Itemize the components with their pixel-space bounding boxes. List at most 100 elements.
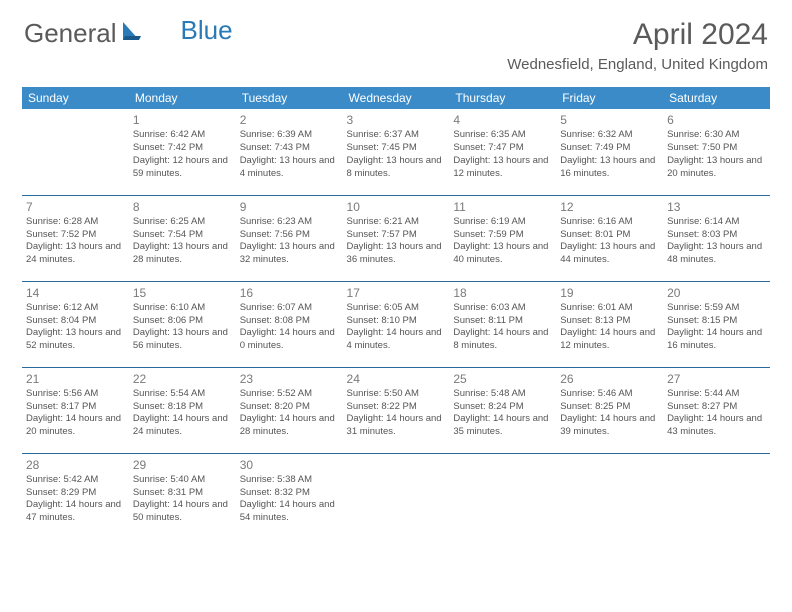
calendar-week-row: 1Sunrise: 6:42 AMSunset: 7:42 PMDaylight… — [22, 109, 770, 195]
calendar-day-cell: 9Sunrise: 6:23 AMSunset: 7:56 PMDaylight… — [236, 195, 343, 281]
sunset-text: Sunset: 8:06 PM — [133, 315, 232, 328]
sunset-text: Sunset: 7:45 PM — [347, 142, 446, 155]
calendar-day-cell: 4Sunrise: 6:35 AMSunset: 7:47 PMDaylight… — [449, 109, 556, 195]
sunrise-text: Sunrise: 6:10 AM — [133, 302, 232, 315]
sunset-text: Sunset: 8:24 PM — [453, 401, 552, 414]
calendar-day-cell: 22Sunrise: 5:54 AMSunset: 8:18 PMDayligh… — [129, 367, 236, 453]
daylight-text: Daylight: 14 hours and 12 minutes. — [560, 327, 659, 353]
daylight-text: Daylight: 14 hours and 35 minutes. — [453, 413, 552, 439]
daylight-text: Daylight: 13 hours and 16 minutes. — [560, 155, 659, 181]
day-number: 8 — [133, 199, 232, 215]
day-number: 17 — [347, 285, 446, 301]
daylight-text: Daylight: 13 hours and 4 minutes. — [240, 155, 339, 181]
daylight-text: Daylight: 13 hours and 32 minutes. — [240, 241, 339, 267]
daylight-text: Daylight: 14 hours and 43 minutes. — [667, 413, 766, 439]
sunrise-text: Sunrise: 5:40 AM — [133, 474, 232, 487]
sunrise-text: Sunrise: 6:14 AM — [667, 216, 766, 229]
day-number: 20 — [667, 285, 766, 301]
calendar-day-cell: 17Sunrise: 6:05 AMSunset: 8:10 PMDayligh… — [343, 281, 450, 367]
daylight-text: Daylight: 13 hours and 40 minutes. — [453, 241, 552, 267]
day-number: 13 — [667, 199, 766, 215]
day-number: 21 — [26, 371, 125, 387]
calendar-day-cell: 25Sunrise: 5:48 AMSunset: 8:24 PMDayligh… — [449, 367, 556, 453]
weekday-header: Monday — [129, 87, 236, 109]
sunset-text: Sunset: 8:32 PM — [240, 487, 339, 500]
day-number: 14 — [26, 285, 125, 301]
calendar-day-cell: 18Sunrise: 6:03 AMSunset: 8:11 PMDayligh… — [449, 281, 556, 367]
sunset-text: Sunset: 8:25 PM — [560, 401, 659, 414]
daylight-text: Daylight: 13 hours and 36 minutes. — [347, 241, 446, 267]
day-number: 19 — [560, 285, 659, 301]
calendar-empty-cell — [343, 453, 450, 539]
month-title: April 2024 — [507, 18, 768, 52]
sunset-text: Sunset: 7:49 PM — [560, 142, 659, 155]
daylight-text: Daylight: 14 hours and 20 minutes. — [26, 413, 125, 439]
calendar-day-cell: 16Sunrise: 6:07 AMSunset: 8:08 PMDayligh… — [236, 281, 343, 367]
sunset-text: Sunset: 7:42 PM — [133, 142, 232, 155]
day-number: 6 — [667, 112, 766, 128]
sunset-text: Sunset: 8:31 PM — [133, 487, 232, 500]
sunrise-text: Sunrise: 5:52 AM — [240, 388, 339, 401]
daylight-text: Daylight: 13 hours and 52 minutes. — [26, 327, 125, 353]
calendar-day-cell: 26Sunrise: 5:46 AMSunset: 8:25 PMDayligh… — [556, 367, 663, 453]
weekday-header: Wednesday — [343, 87, 450, 109]
day-number: 27 — [667, 371, 766, 387]
calendar-week-row: 21Sunrise: 5:56 AMSunset: 8:17 PMDayligh… — [22, 367, 770, 453]
sunset-text: Sunset: 8:11 PM — [453, 315, 552, 328]
weekday-header: Tuesday — [236, 87, 343, 109]
title-block: April 2024 Wednesfield, England, United … — [507, 18, 768, 73]
sunrise-text: Sunrise: 6:16 AM — [560, 216, 659, 229]
calendar-day-cell: 12Sunrise: 6:16 AMSunset: 8:01 PMDayligh… — [556, 195, 663, 281]
sunrise-text: Sunrise: 5:48 AM — [453, 388, 552, 401]
day-number: 28 — [26, 457, 125, 473]
daylight-text: Daylight: 14 hours and 39 minutes. — [560, 413, 659, 439]
sunset-text: Sunset: 8:01 PM — [560, 229, 659, 242]
daylight-text: Daylight: 14 hours and 28 minutes. — [240, 413, 339, 439]
day-number: 12 — [560, 199, 659, 215]
calendar-day-cell: 14Sunrise: 6:12 AMSunset: 8:04 PMDayligh… — [22, 281, 129, 367]
sunrise-text: Sunrise: 6:07 AM — [240, 302, 339, 315]
calendar-day-cell: 13Sunrise: 6:14 AMSunset: 8:03 PMDayligh… — [663, 195, 770, 281]
daylight-text: Daylight: 14 hours and 50 minutes. — [133, 499, 232, 525]
sunset-text: Sunset: 8:13 PM — [560, 315, 659, 328]
sunrise-text: Sunrise: 6:35 AM — [453, 129, 552, 142]
sunrise-text: Sunrise: 6:30 AM — [667, 129, 766, 142]
sunset-text: Sunset: 7:50 PM — [667, 142, 766, 155]
weekday-header: Thursday — [449, 87, 556, 109]
day-number: 4 — [453, 112, 552, 128]
daylight-text: Daylight: 13 hours and 12 minutes. — [453, 155, 552, 181]
calendar-day-cell: 24Sunrise: 5:50 AMSunset: 8:22 PMDayligh… — [343, 367, 450, 453]
daylight-text: Daylight: 13 hours and 20 minutes. — [667, 155, 766, 181]
calendar-day-cell: 3Sunrise: 6:37 AMSunset: 7:45 PMDaylight… — [343, 109, 450, 195]
logo-text-2: Blue — [181, 15, 233, 46]
calendar-week-row: 14Sunrise: 6:12 AMSunset: 8:04 PMDayligh… — [22, 281, 770, 367]
daylight-text: Daylight: 13 hours and 24 minutes. — [26, 241, 125, 267]
calendar-day-cell: 6Sunrise: 6:30 AMSunset: 7:50 PMDaylight… — [663, 109, 770, 195]
sunrise-text: Sunrise: 6:39 AM — [240, 129, 339, 142]
sunrise-text: Sunrise: 6:42 AM — [133, 129, 232, 142]
calendar-day-cell: 21Sunrise: 5:56 AMSunset: 8:17 PMDayligh… — [22, 367, 129, 453]
sunrise-text: Sunrise: 6:01 AM — [560, 302, 659, 315]
sunset-text: Sunset: 7:47 PM — [453, 142, 552, 155]
calendar-day-cell: 19Sunrise: 6:01 AMSunset: 8:13 PMDayligh… — [556, 281, 663, 367]
calendar-day-cell: 20Sunrise: 5:59 AMSunset: 8:15 PMDayligh… — [663, 281, 770, 367]
sunrise-text: Sunrise: 5:59 AM — [667, 302, 766, 315]
sunset-text: Sunset: 8:17 PM — [26, 401, 125, 414]
sunrise-text: Sunrise: 5:50 AM — [347, 388, 446, 401]
daylight-text: Daylight: 14 hours and 16 minutes. — [667, 327, 766, 353]
day-number: 11 — [453, 199, 552, 215]
sunset-text: Sunset: 8:27 PM — [667, 401, 766, 414]
sunset-text: Sunset: 8:10 PM — [347, 315, 446, 328]
calendar-day-cell: 28Sunrise: 5:42 AMSunset: 8:29 PMDayligh… — [22, 453, 129, 539]
sunset-text: Sunset: 7:52 PM — [26, 229, 125, 242]
day-number: 30 — [240, 457, 339, 473]
calendar-day-cell: 29Sunrise: 5:40 AMSunset: 8:31 PMDayligh… — [129, 453, 236, 539]
daylight-text: Daylight: 13 hours and 44 minutes. — [560, 241, 659, 267]
logo: General Blue — [24, 18, 233, 49]
page-header: General Blue April 2024 Wednesfield, Eng… — [0, 0, 792, 81]
daylight-text: Daylight: 14 hours and 24 minutes. — [133, 413, 232, 439]
sunrise-text: Sunrise: 5:38 AM — [240, 474, 339, 487]
sunset-text: Sunset: 8:20 PM — [240, 401, 339, 414]
sunset-text: Sunset: 7:56 PM — [240, 229, 339, 242]
sunrise-text: Sunrise: 6:25 AM — [133, 216, 232, 229]
